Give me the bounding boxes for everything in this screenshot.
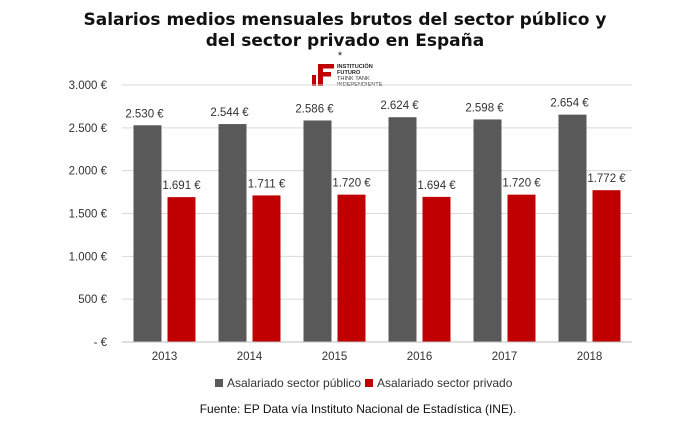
y-tick-label: - €: [94, 337, 108, 349]
logo-line-3: THINK TANK: [337, 76, 370, 82]
x-category-label: 2013: [152, 351, 178, 363]
x-category-label: 2015: [322, 351, 348, 363]
title-asterisk: *: [338, 50, 343, 62]
data-label-public-2013: 2.530 €: [125, 108, 164, 120]
data-label-private-2017: 1.720 €: [502, 178, 541, 190]
y-tick-label: 1.500 €: [69, 209, 108, 221]
x-axis-categories: 2013 2014 2015 2016 2017 2018: [152, 351, 603, 363]
y-tick-label: 3.000 €: [69, 80, 108, 92]
y-tick-label: 1.000 €: [69, 251, 108, 263]
bar-private-2016: [422, 196, 451, 342]
data-label-private-2013: 1.691 €: [162, 180, 201, 192]
gridlines: [122, 84, 632, 300]
data-label-public-2014: 2.544 €: [210, 107, 249, 119]
bar-public-2018: [558, 114, 587, 343]
bar-public-2016: [388, 117, 417, 342]
chart-title-line-2: del sector privado en España: [206, 31, 484, 51]
legend-label-public: Asalariado sector público: [227, 376, 361, 390]
logo-line-2: FUTURO: [337, 70, 361, 76]
data-label-public-2015: 2.586 €: [295, 103, 334, 115]
y-tick-label: 2.500 €: [69, 123, 108, 135]
x-category-label: 2017: [492, 351, 518, 363]
logo-mark-bar-top: [323, 64, 334, 69]
legend-swatch-private: [365, 379, 373, 387]
bar-public-2015: [303, 120, 332, 342]
bar-private-2015: [337, 194, 366, 342]
data-label-private-2014: 1.711 €: [248, 178, 286, 190]
x-category-label: 2014: [237, 351, 263, 363]
bar-public-2017: [473, 119, 502, 342]
logo-mark-left: [312, 75, 316, 86]
data-label-private-2018: 1.772 €: [587, 173, 626, 185]
x-category-label: 2016: [407, 351, 433, 363]
logo-mark-stem: [318, 64, 323, 86]
bar-private-2017: [507, 194, 536, 342]
data-label-public-2018: 2.654 €: [550, 98, 589, 110]
bars: [133, 114, 621, 343]
data-label-private-2015: 1.720 €: [332, 178, 371, 190]
chart-title-line-1: Salarios medios mensuales brutos del sec…: [84, 10, 607, 30]
bar-private-2014: [252, 195, 281, 342]
bar-private-2013: [167, 197, 196, 342]
y-axis-ticks: - € 500 € 1.000 € 1.500 € 2.000 € 2.500 € 3.00…: [69, 80, 108, 349]
legend-label-private: Asalariado sector privado: [377, 376, 513, 390]
y-tick-label: 500 €: [78, 294, 107, 306]
bar-public-2014: [218, 124, 247, 343]
data-labels: 2.530 € 1.691 € 2.544 € 1.711 € 2.586 € 1.720…: [125, 98, 626, 192]
legend-swatch-public: [215, 379, 223, 387]
y-tick-label: 2.000 €: [69, 166, 108, 178]
logo-line-1: INSTITUCIÓN: [337, 62, 373, 70]
bar-private-2018: [592, 190, 621, 342]
data-label-private-2016: 1.694 €: [417, 180, 456, 192]
x-category-label: 2018: [577, 351, 603, 363]
bar-public-2013: [133, 125, 162, 342]
institucion-futuro-logo: INSTITUCIÓN FUTURO THINK TANK INDEPENDIE…: [312, 62, 383, 88]
legend: Asalariado sector público Asalariado sec…: [215, 376, 513, 390]
logo-mark-bar-mid: [323, 72, 331, 77]
data-label-public-2016: 2.624 €: [380, 100, 419, 112]
data-label-public-2017: 2.598 €: [465, 102, 504, 114]
source-note: Fuente: EP Data vía Instituto Nacional d…: [200, 402, 517, 416]
